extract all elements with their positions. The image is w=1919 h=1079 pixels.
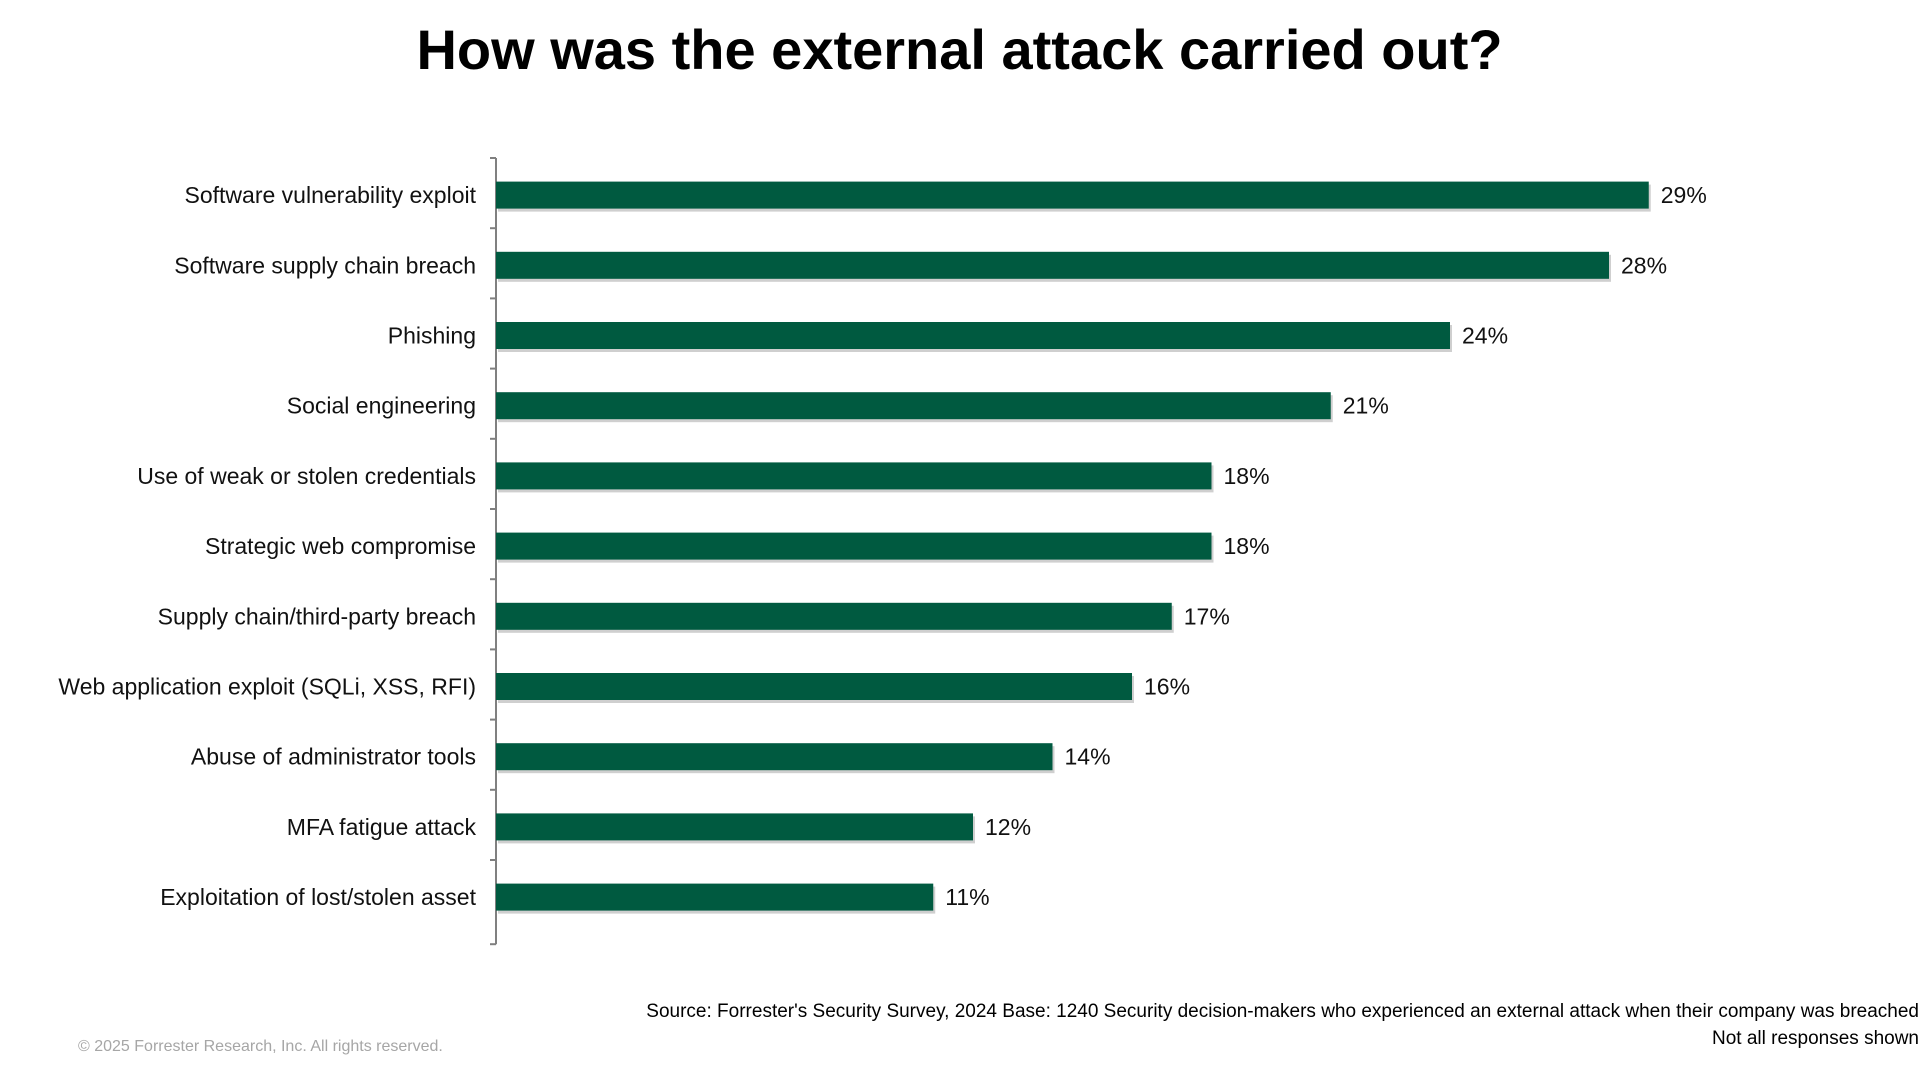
bar [496,532,1212,560]
category-label: Strategic web compromise [205,533,476,559]
category-label: Software supply chain breach [174,252,476,278]
bar-chart: Software vulnerability exploit 29% Softwar… [58,157,1707,946]
bar [496,322,1450,349]
value-label: 12% [985,814,1031,840]
category-label: Social engineering [287,393,476,419]
value-label: 28% [1621,252,1667,278]
bar [496,813,973,841]
value-label: 18% [1224,533,1270,559]
value-label: 29% [1661,182,1707,208]
value-label: 16% [1144,674,1190,700]
category-label: Phishing [388,323,476,349]
bar [496,602,1172,630]
source-line-1: Source: Forrester's Security Survey, 202… [646,1001,1919,1022]
bar [496,392,1331,420]
category-label: Software vulnerability exploit [185,182,477,208]
value-label: 17% [1184,603,1230,629]
bar [496,251,1609,279]
category-label: Use of weak or stolen credentials [137,463,476,489]
category-label: Web application exploit (SQLi, XSS, RFI) [58,674,476,700]
bar [496,673,1132,700]
value-label: 14% [1065,744,1111,770]
value-label: 11% [945,884,989,910]
bar [496,181,1649,209]
category-label: Supply chain/third-party breach [158,603,476,629]
category-label: MFA fatigue attack [287,814,477,840]
bar [496,462,1212,490]
bar [496,883,934,911]
category-label: Abuse of administrator tools [191,744,476,770]
chart-title: How was the external attack carried out? [416,18,1503,81]
copyright-notice: © 2025 Forrester Research, Inc. All righ… [78,1038,443,1055]
source-note: Source: Forrester's Security Survey, 202… [646,998,1919,1052]
category-label: Exploitation of lost/stolen asset [160,884,476,910]
bar [496,743,1053,771]
value-label: 21% [1343,393,1389,419]
value-label: 24% [1462,323,1508,349]
source-line-2: Not all responses shown [1712,1028,1919,1049]
value-label: 18% [1224,463,1270,489]
